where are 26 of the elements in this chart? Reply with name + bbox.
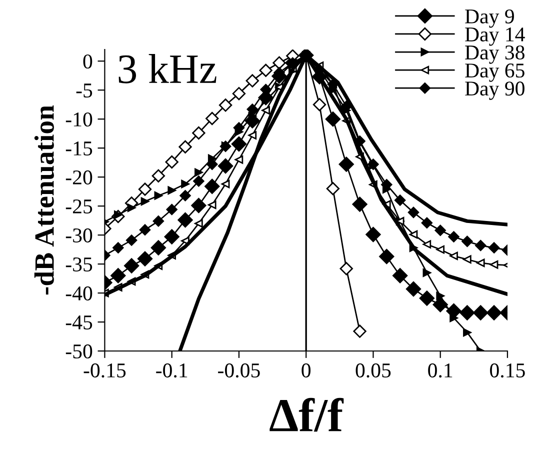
legend-label: Day 9 — [465, 9, 514, 28]
x-tick-label: -0.15 — [84, 363, 126, 378]
y-tick-label: -40 — [66, 286, 92, 300]
x-tick-label: 0.05 — [356, 363, 391, 378]
y-tick-label: -20 — [66, 170, 92, 184]
legend-label: Day 65 — [465, 64, 524, 82]
y-axis-title: -dB Attenuation — [34, 105, 54, 295]
annotation: 3 kHz — [118, 54, 216, 84]
x-tick-label: -0.05 — [218, 363, 260, 378]
y-tick-label: -30 — [66, 228, 92, 242]
y-tick-label: 0 — [83, 54, 92, 69]
y-tick-label: -50 — [66, 344, 92, 358]
x-tick-label: 0.15 — [490, 363, 525, 378]
y-tick-label: -10 — [66, 112, 92, 127]
y-tick-label: -5 — [76, 84, 92, 98]
x-tick-label: -0.1 — [156, 363, 188, 378]
y-tick-label: -25 — [66, 199, 92, 214]
legend-label: Day 14 — [465, 28, 525, 46]
legend-label: Day 90 — [465, 82, 524, 100]
y-tick-label: -45 — [66, 316, 92, 330]
x-axis-title: Δf/f — [270, 398, 344, 432]
x-tick-label: 0 — [302, 363, 311, 378]
y-tick-label: -15 — [66, 142, 92, 156]
legend-label: Day 38 — [465, 45, 524, 64]
y-tick-label: -35 — [66, 257, 92, 272]
x-tick-label: 0.1 — [428, 363, 452, 378]
